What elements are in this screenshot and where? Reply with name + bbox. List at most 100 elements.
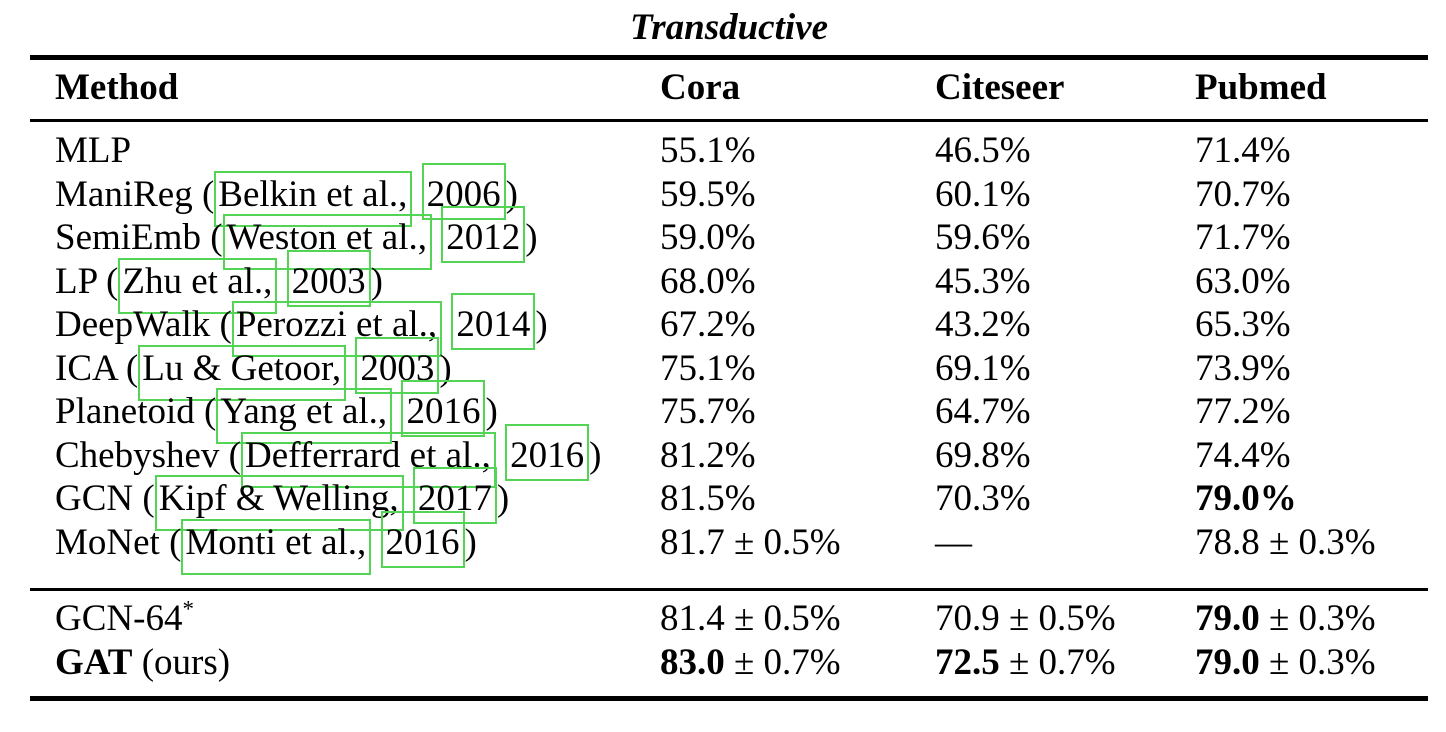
text-segment: 70.3% xyxy=(935,478,1031,519)
text-segment: 79.0 xyxy=(1195,598,1260,639)
text-segment: SemiEmb ( xyxy=(55,217,223,258)
pubmed-cell: 74.4% xyxy=(1195,434,1428,478)
cora-cell: 55.1% xyxy=(660,129,935,173)
results-table: Method Cora Citeseer Pubmed MLP 55.1% 46.5… xyxy=(30,55,1428,701)
text-segment: 70.7% xyxy=(1195,173,1291,215)
cora-cell: 59.5% xyxy=(660,173,935,217)
text-segment: ) xyxy=(525,217,538,258)
method-cell: ManiReg (Belkin et al., 2006) xyxy=(55,162,660,227)
method-cell: ICA (Lu & Getoor, 2003) xyxy=(55,336,660,401)
text-segment: 79.0 xyxy=(1195,641,1260,683)
cora-cell: 81.7 ± 0.5% xyxy=(660,521,935,565)
text-segment: GCN ( xyxy=(55,478,155,519)
citation-link-year[interactable]: 2003 xyxy=(286,249,371,307)
method-cell: GCN (Kipf & Welling, 2017) xyxy=(55,467,660,531)
text-segment: 68.0% xyxy=(660,260,756,302)
pubmed-cell: 71.7% xyxy=(1195,216,1428,260)
cora-cell: 81.2% xyxy=(660,434,935,478)
citation-link-author[interactable]: Belkin et al., xyxy=(214,170,413,227)
text-segment: Chebyshev ( xyxy=(55,434,241,476)
citeseer-cell: 70.3% xyxy=(935,477,1195,521)
text-segment xyxy=(496,435,505,476)
text-segment: 78.8 ± 0.3% xyxy=(1195,521,1376,563)
text-segment: 59.5% xyxy=(660,173,756,215)
citation-link-author[interactable]: Perozzi et al., xyxy=(231,301,443,357)
text-segment: ) xyxy=(439,347,452,389)
text-segment: 70.9 ± 0.5% xyxy=(935,598,1116,639)
text-segment: 64.7% xyxy=(935,391,1031,432)
section-baselines: MLP 55.1% 46.5% 71.4% ManiReg (Belkin et al.… xyxy=(30,122,1428,588)
text-segment xyxy=(432,217,441,258)
text-segment: ) xyxy=(464,521,477,563)
text-segment: 81.7 ± 0.5% xyxy=(660,521,841,563)
cora-cell: 75.1% xyxy=(660,347,935,391)
cora-cell: 81.4 ± 0.5% xyxy=(660,597,935,641)
method-cell: Planetoid (Yang et al., 2016) xyxy=(55,380,660,444)
text-segment xyxy=(277,261,286,302)
method-cell: GCN-64* xyxy=(55,597,660,641)
text-segment: 67.2% xyxy=(660,304,756,345)
citation-link-author[interactable]: Weston et al., xyxy=(222,214,432,270)
citation-link-author[interactable]: Defferrard et al., xyxy=(241,431,496,488)
text-segment: 71.7% xyxy=(1195,217,1291,258)
section-ours: GCN-64* 81.4 ± 0.5% 70.9 ± 0.5% 79.0 ± 0.3%… xyxy=(30,591,1428,696)
text-segment: * xyxy=(182,596,194,622)
text-segment: 74.4% xyxy=(1195,434,1291,476)
text-segment: 83.0 xyxy=(660,641,725,683)
bottom-rule xyxy=(30,696,1428,701)
text-segment: ± 0.3% xyxy=(1259,598,1376,639)
citation-link-year[interactable]: 2016 xyxy=(401,380,486,437)
citation-link-year[interactable]: 2016 xyxy=(505,423,590,481)
citation-link-year[interactable]: 2006 xyxy=(421,162,506,220)
text-segment: 63.0% xyxy=(1195,260,1291,302)
text-segment: 81.4 ± 0.5% xyxy=(660,598,841,639)
citation-link-author[interactable]: Kipf & Welling, xyxy=(154,475,404,531)
header-citeseer: Citeseer xyxy=(935,67,1065,108)
pubmed-cell: 79.0% xyxy=(1195,477,1428,521)
citation-link-year[interactable]: 2014 xyxy=(451,293,536,350)
cora-cell: 59.0% xyxy=(660,216,935,260)
citation-link-author[interactable]: Monti et al., xyxy=(181,518,372,575)
text-segment: 59.0% xyxy=(660,217,756,258)
citeseer-cell: 59.6% xyxy=(935,216,1195,260)
pubmed-cell: 77.2% xyxy=(1195,390,1428,434)
citeseer-cell: 69.1% xyxy=(935,347,1195,391)
cora-cell: 67.2% xyxy=(660,303,935,347)
table-row: GAT (ours) 83.0 ± 0.7% 72.5 ± 0.7% 79.0 ± 0… xyxy=(30,641,1428,685)
citation-link-author[interactable]: Lu & Getoor, xyxy=(138,344,347,401)
table-row: Planetoid (Yang et al., 2016) 75.7% 64.7% 7… xyxy=(30,380,1428,444)
table-row: ICA (Lu & Getoor, 2003) 75.1% 69.1% 73.9% xyxy=(30,336,1428,401)
text-segment: GCN-64 xyxy=(55,598,183,639)
text-segment: ) xyxy=(589,434,602,476)
method-cell: Chebyshev (Defferrard et al., 2016) xyxy=(55,423,660,488)
header-row: Method Cora Citeseer Pubmed xyxy=(30,60,1428,119)
citation-link-author[interactable]: Zhu et al., xyxy=(118,257,278,314)
text-segment: ) xyxy=(485,391,498,432)
citeseer-cell: 60.1% xyxy=(935,173,1195,217)
text-segment: 69.1% xyxy=(935,347,1031,389)
text-segment: GAT xyxy=(55,641,133,683)
method-cell: GAT (ours) xyxy=(55,641,660,685)
pubmed-cell: 70.7% xyxy=(1195,173,1428,217)
text-segment: 77.2% xyxy=(1195,391,1291,432)
text-segment: 72.5 xyxy=(935,641,1000,683)
citation-link-year[interactable]: 2016 xyxy=(380,510,465,568)
method-cell: MoNet (Monti et al., 2016) xyxy=(55,510,660,575)
text-segment: ICA ( xyxy=(55,347,139,389)
text-segment: — xyxy=(935,521,972,563)
citation-link-author[interactable]: Yang et al., xyxy=(216,388,393,444)
text-segment: ManiReg ( xyxy=(55,173,215,215)
text-segment: 81.2% xyxy=(660,434,756,476)
citeseer-cell: 69.8% xyxy=(935,434,1195,478)
citation-link-year[interactable]: 2012 xyxy=(441,206,526,263)
citation-link-year[interactable]: 2017 xyxy=(412,467,497,524)
pubmed-cell: 73.9% xyxy=(1195,347,1428,391)
text-segment xyxy=(412,174,421,215)
text-segment: 59.6% xyxy=(935,217,1031,258)
pubmed-cell: 71.4% xyxy=(1195,129,1428,173)
table-row: MLP 55.1% 46.5% 71.4% xyxy=(30,129,1428,173)
table-row: Chebyshev (Defferrard et al., 2016) 81.2%… xyxy=(30,423,1428,488)
citation-link-year[interactable]: 2003 xyxy=(355,336,440,394)
text-segment: MLP xyxy=(55,130,132,171)
